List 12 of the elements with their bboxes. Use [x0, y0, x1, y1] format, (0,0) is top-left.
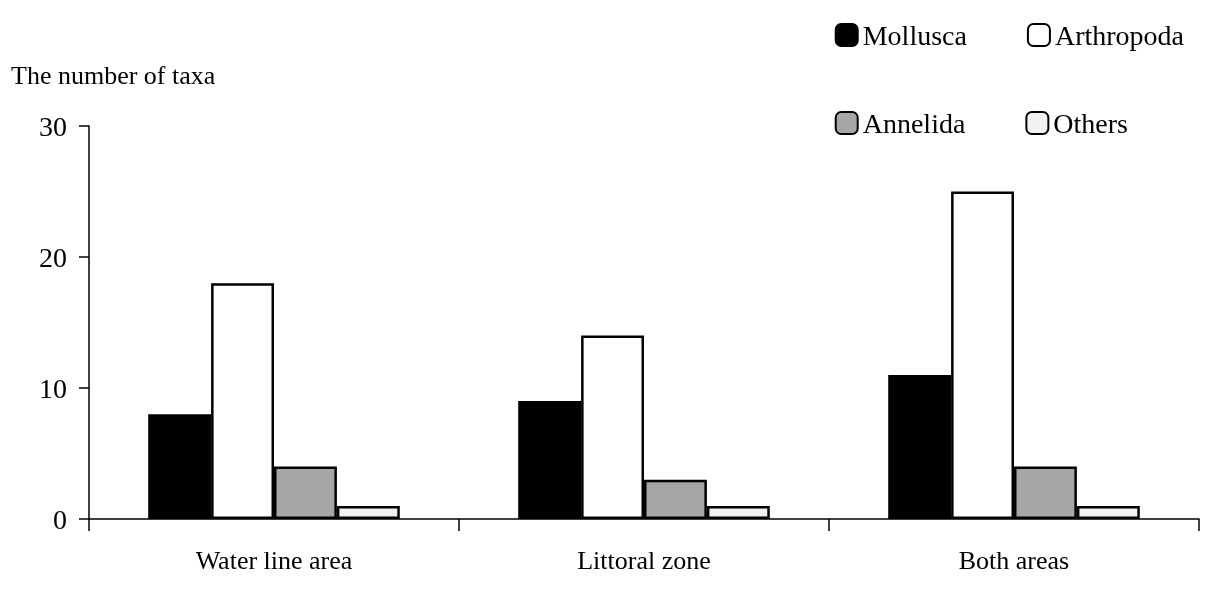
legend-label: Mollusca [862, 19, 968, 51]
legend-label: Others [1053, 107, 1129, 139]
x-tick-label: Both areas [958, 545, 1070, 575]
y-tick-label: 30 [39, 110, 67, 142]
legend-label: Arthropoda [1054, 19, 1185, 51]
y-axis-title: The number of taxa [11, 60, 216, 90]
y-tick-label: 0 [53, 503, 67, 535]
x-tick-label: Littoral zone [577, 545, 711, 575]
x-tick-label: Water line area [195, 545, 353, 575]
y-tick-label: 20 [39, 241, 67, 273]
legend-label: Annelida [862, 107, 966, 139]
y-tick-label: 10 [39, 372, 67, 404]
